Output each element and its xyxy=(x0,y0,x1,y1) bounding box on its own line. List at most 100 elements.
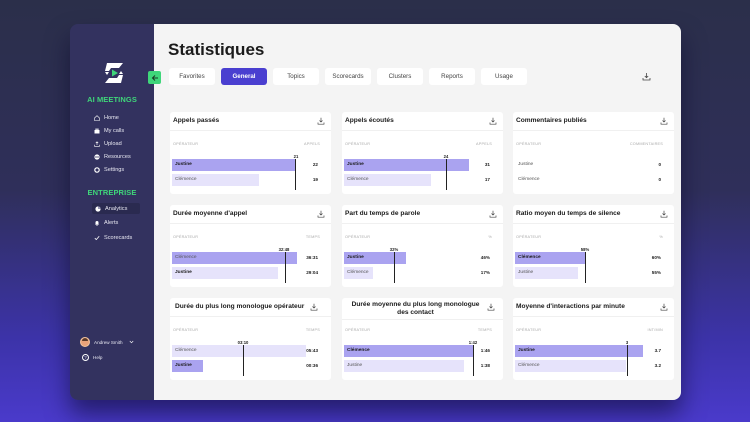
row-value: 17 xyxy=(484,177,490,182)
table-row: Justine 29:04 xyxy=(172,267,331,279)
row-value: 0 xyxy=(658,162,661,167)
operator-name: Clémence xyxy=(175,177,197,182)
download-icon[interactable] xyxy=(660,210,668,218)
card-title: Durée du plus long monologue opérateur xyxy=(175,303,305,311)
row-value: 17% xyxy=(480,270,490,275)
sidebar-item-label: Home xyxy=(104,114,119,121)
column-header-operator: OPÉRATEUR xyxy=(345,328,371,332)
card-title: Moyenne d'interactions par minute xyxy=(516,303,625,311)
operator-name: Justine xyxy=(518,270,534,275)
column-header-value: TEMPS xyxy=(477,328,492,332)
app-window: AI MEETINGS Home My calls Upload Resourc… xyxy=(70,24,681,400)
row-value: 22 xyxy=(312,162,318,167)
table-row: Justine 0 xyxy=(515,159,674,171)
sidebar-item-resources[interactable]: Resources xyxy=(94,151,131,162)
column-header-operator: OPÉRATEUR xyxy=(516,235,542,239)
column-headers: OPÉRATEUR TEMPS xyxy=(173,328,320,332)
sidebar-item-analytics[interactable]: Analytics xyxy=(92,203,140,214)
tab-topics[interactable]: Topics xyxy=(273,68,319,85)
table-row: Clémence 19 xyxy=(172,174,331,186)
sidebar-item-scorecards[interactable]: Scorecards xyxy=(94,232,132,243)
card-title: Appels écoutés xyxy=(345,117,394,125)
analytics-icon xyxy=(95,205,101,212)
sidebar-item-label: Alerts xyxy=(104,219,119,226)
row-value: 3.2 xyxy=(654,363,661,368)
average-label: 21 xyxy=(293,154,299,159)
tab-reports[interactable]: Reports xyxy=(429,68,475,85)
table-row: Clémence 17% xyxy=(344,267,503,279)
bar xyxy=(515,345,643,357)
card-header: Durée du plus long monologue opérateur xyxy=(170,298,331,317)
sidebar-item-label: Settings xyxy=(104,166,125,173)
bar xyxy=(515,267,578,279)
tab-general[interactable]: General xyxy=(221,68,267,85)
table-row: Justine 1:38 xyxy=(344,360,503,372)
average-label: 3 xyxy=(625,340,629,345)
download-icon[interactable] xyxy=(660,117,668,125)
average-line xyxy=(285,252,287,283)
collapse-sidebar-button[interactable] xyxy=(148,71,161,84)
row-value: 19 xyxy=(312,177,318,182)
row-value: 05:43 xyxy=(306,348,318,353)
tab-scorecards[interactable]: Scorecards xyxy=(325,68,371,85)
table-row: Clémence 17 xyxy=(344,174,503,186)
download-icon[interactable] xyxy=(310,303,318,311)
card-header: Appels passés xyxy=(170,112,331,131)
average-line xyxy=(295,159,297,190)
sidebar-item-settings[interactable]: Settings xyxy=(94,164,124,175)
sidebar-item-home[interactable]: Home xyxy=(94,112,119,123)
table-row: Justine 46% xyxy=(344,252,503,264)
bar xyxy=(344,267,373,279)
average-label: 1:42 xyxy=(468,340,478,345)
column-header-operator: OPÉRATEUR xyxy=(173,328,199,332)
user-menu[interactable]: Andrew Smith xyxy=(80,337,134,347)
main-content: Statistiques Favorites General Topics Sc… xyxy=(154,24,681,400)
stat-card-ratio-silence: Ratio moyen du temps de silence OPÉRATEU… xyxy=(513,205,674,287)
tab-favorites[interactable]: Favorites xyxy=(169,68,215,85)
bar xyxy=(344,360,464,372)
row-value: 46% xyxy=(480,255,490,260)
stat-card-duree-moyenne-appel: Durée moyenne d'appel OPÉRATEUR TEMPS Cl… xyxy=(170,205,331,287)
table-row: Clémence 3.2 xyxy=(515,360,674,372)
bar xyxy=(344,159,469,171)
column-headers: OPÉRATEUR % xyxy=(345,235,492,239)
download-icon[interactable] xyxy=(489,117,497,125)
table-row: Clémence 05:43 xyxy=(172,345,331,357)
row-value: 60% xyxy=(651,255,661,260)
section-title-ai-meetings: AI MEETINGS xyxy=(87,95,137,104)
help-link[interactable]: ? Help xyxy=(82,354,102,361)
sidebar-item-upload[interactable]: Upload xyxy=(94,138,122,149)
operator-name: Justine xyxy=(175,270,192,275)
average-label: 32% xyxy=(389,247,399,252)
card-title: Appels passés xyxy=(173,117,220,125)
table-row: Justine 00:36 xyxy=(172,360,331,372)
bar xyxy=(344,252,406,264)
table-row: Clémence 1:46 xyxy=(344,345,503,357)
download-icon[interactable] xyxy=(489,210,497,218)
tab-usage[interactable]: Usage xyxy=(481,68,527,85)
row-value: 00:36 xyxy=(306,363,318,368)
row-value: 3.7 xyxy=(654,348,661,353)
row-value: 31 xyxy=(484,162,490,167)
bar xyxy=(515,252,586,264)
download-icon[interactable] xyxy=(317,210,325,218)
download-icon[interactable] xyxy=(660,303,668,311)
table-row: Clémence 36:31 xyxy=(172,252,331,264)
column-header-operator: OPÉRATEUR xyxy=(516,142,542,146)
sidebar-item-label: Scorecards xyxy=(104,234,133,241)
operator-name: Justine xyxy=(347,162,364,167)
sidebar-item-my-calls[interactable]: My calls xyxy=(94,125,124,136)
average-label: 58% xyxy=(580,247,590,252)
download-icon[interactable] xyxy=(487,303,495,311)
average-line xyxy=(446,159,448,190)
table-row: Justine 31 xyxy=(344,159,503,171)
card-title: Commentaires publiés xyxy=(516,117,587,125)
operator-name: Clémence xyxy=(347,270,369,275)
download-icon[interactable] xyxy=(317,117,325,125)
tab-clusters[interactable]: Clusters xyxy=(377,68,423,85)
sidebar-item-alerts[interactable]: Alerts xyxy=(94,217,118,228)
avatar xyxy=(80,337,90,347)
bar xyxy=(344,174,431,186)
download-all-icon[interactable] xyxy=(642,72,651,81)
sidebar: AI MEETINGS Home My calls Upload Resourc… xyxy=(70,24,161,400)
